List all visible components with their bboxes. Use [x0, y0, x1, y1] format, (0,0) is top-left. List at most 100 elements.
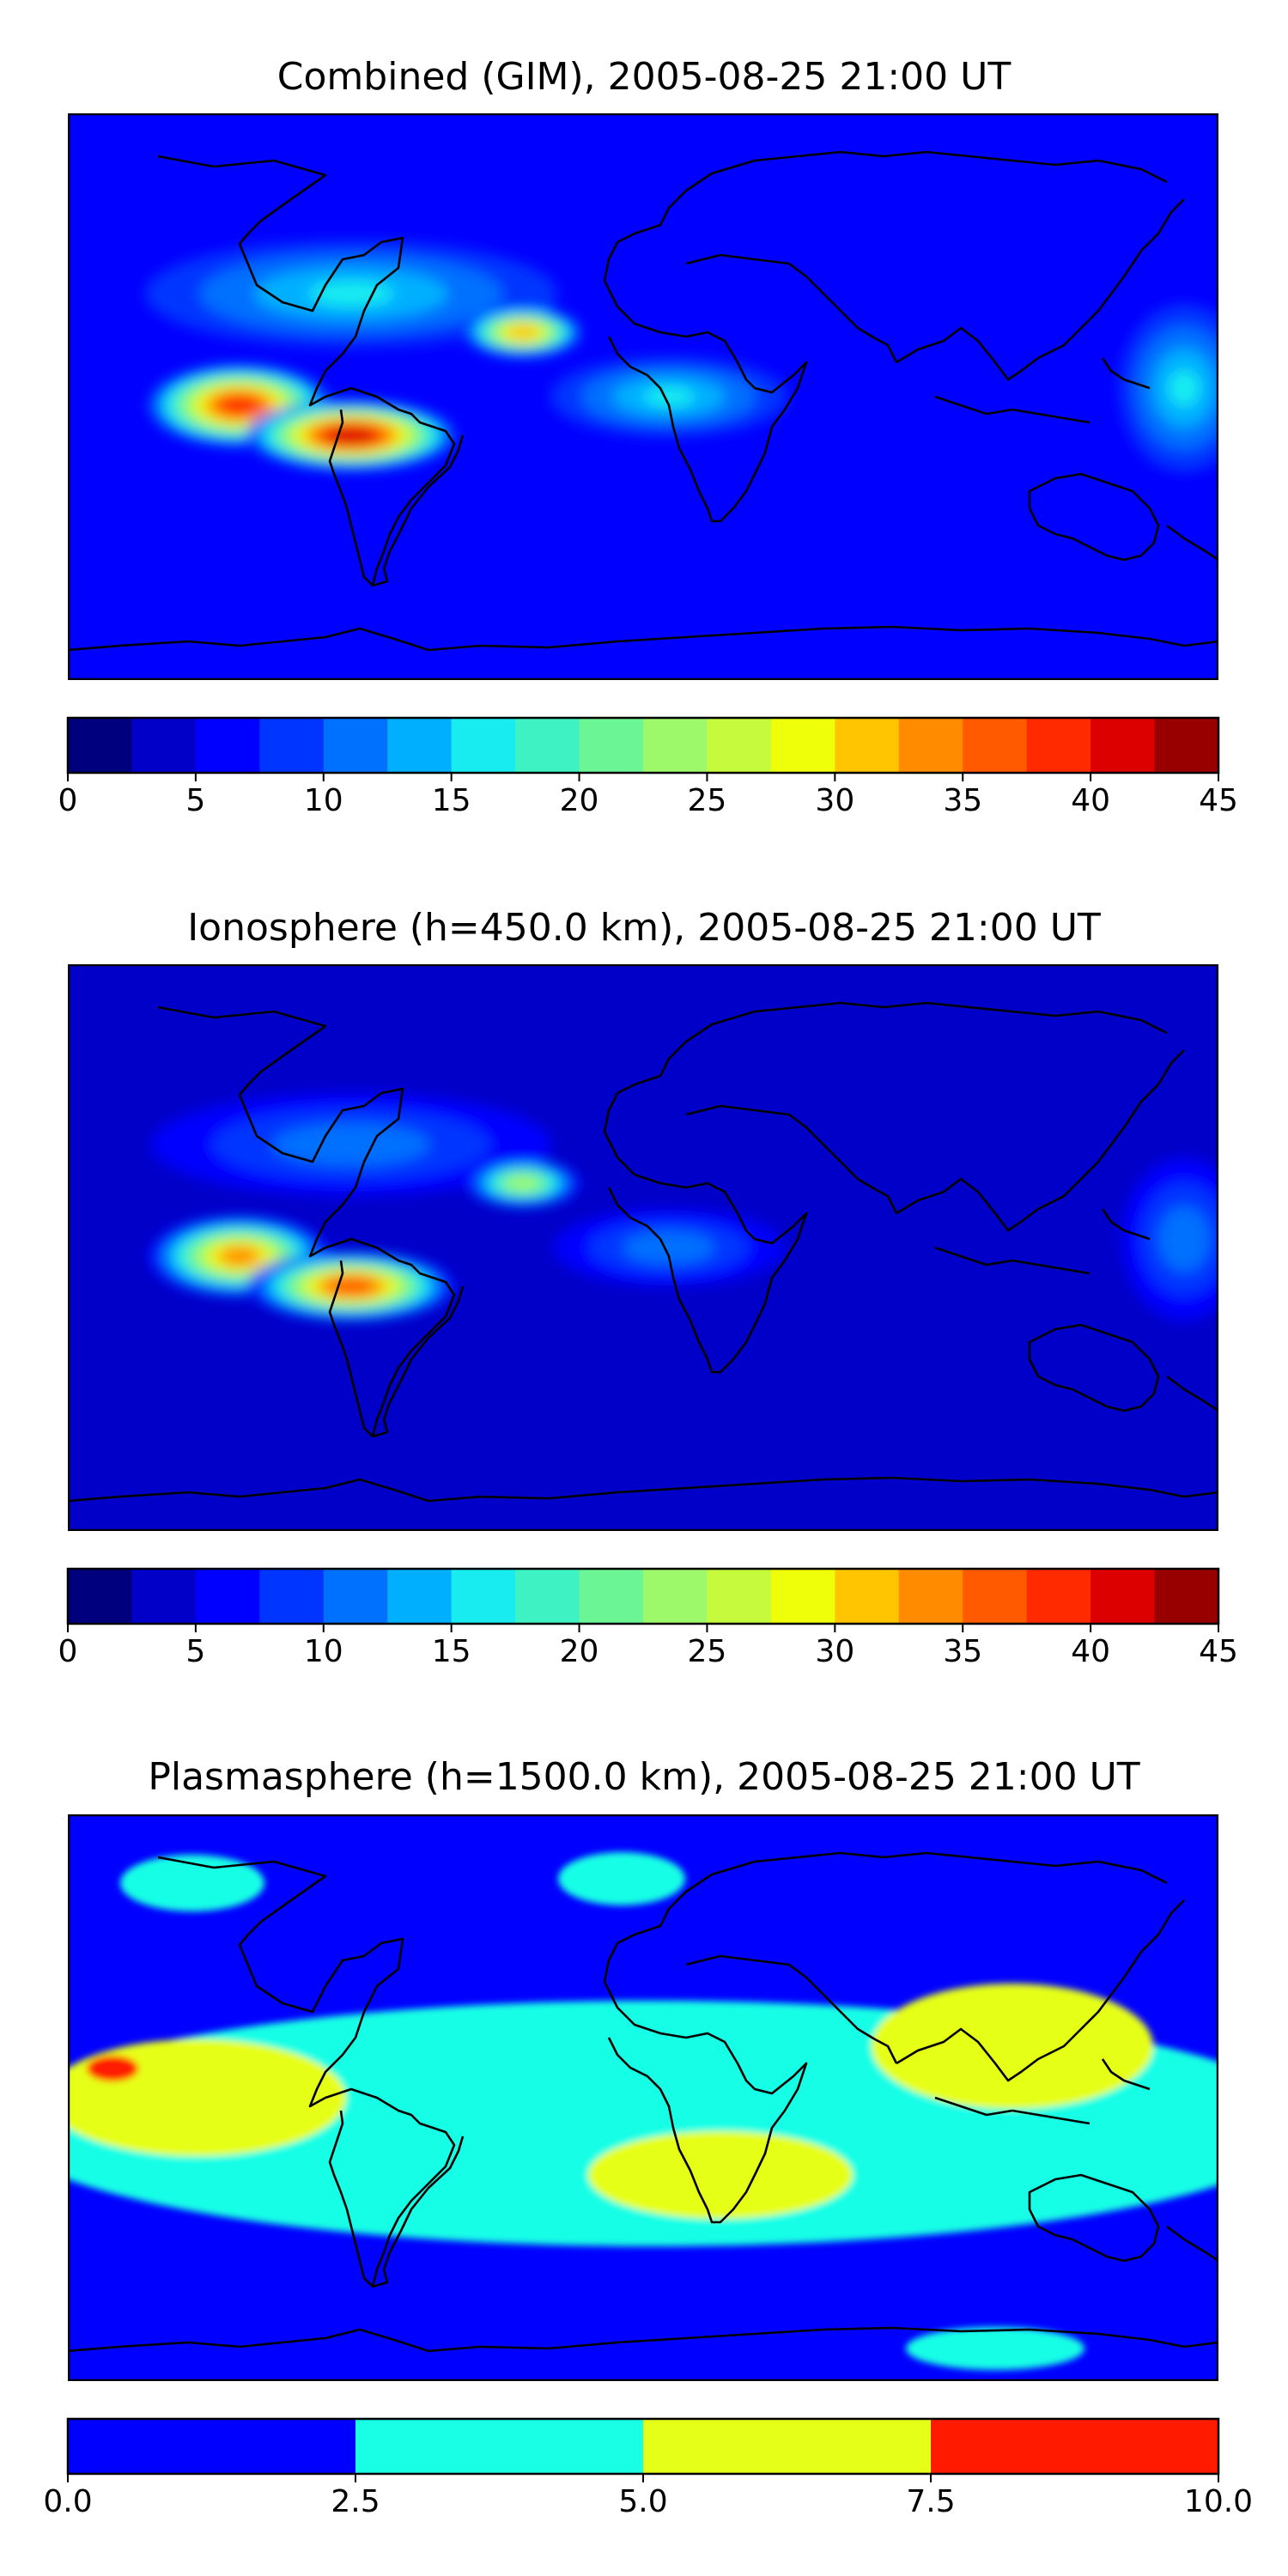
colorbar-tick-label: 40 [1071, 1634, 1110, 1669]
colorbar-swatch [515, 1569, 580, 1624]
coastline [896, 1049, 1185, 1232]
colorbar-swatch [515, 718, 580, 773]
colorbar-tick-label: 0.0 [43, 2484, 92, 2519]
colorbar-tick-label: 5 [185, 1634, 205, 1669]
colorbar-ionosphere: 0 5 10 15 20 25 30 35 40 45 [58, 1567, 1238, 1669]
contour-asia-west-pacific [872, 1984, 1153, 2109]
colorbar-tick-label: 15 [432, 783, 471, 818]
contour-caribbean-atlantic-crest [507, 325, 539, 340]
coastline [685, 1104, 898, 1214]
colorbar-swatch [387, 1569, 453, 1624]
colorbar-tick-label: 2.5 [331, 2484, 380, 2519]
colorbar-swatch [1026, 718, 1091, 773]
map-frame [68, 1814, 1218, 2381]
coastline [896, 1899, 1185, 2082]
colorbar-swatch [195, 718, 260, 773]
coastline [934, 2096, 1091, 2125]
coastlines [68, 1001, 1218, 1503]
colorbar-tick-label: 20 [560, 1634, 599, 1669]
coastline [1166, 1375, 1218, 1413]
colorbar-swatch [1154, 718, 1219, 773]
colorbar-swatch [579, 1569, 644, 1624]
colorbar-swatch [898, 1569, 963, 1624]
colorbar-swatch [1026, 1569, 1091, 1624]
coastline [1101, 2058, 1151, 2091]
coastline [617, 1001, 1168, 1095]
colorbar-swatch [1154, 1569, 1219, 1624]
contour-north-pacific-patch [120, 1855, 264, 1911]
colorbar-tick-label: 40 [1071, 783, 1110, 818]
colorbar-tick-label: 25 [688, 783, 727, 818]
colorbar-swatch [931, 2419, 1219, 2474]
colorbar-swatch [643, 718, 708, 773]
colorbar-plasmasphere: 0.0 2.5 5.0 7.5 10.0 [43, 2417, 1253, 2519]
colorbar-combined: 0 5 10 15 20 25 30 35 40 45 [58, 716, 1238, 818]
map-frame [68, 964, 1218, 1531]
colorbar-swatch [898, 718, 963, 773]
coastline [685, 1954, 898, 2064]
coastline [603, 1092, 808, 1374]
map-combined-gim [68, 113, 1218, 680]
colorbar-tick-label: 0 [58, 783, 78, 818]
map-plasmasphere [68, 1814, 1218, 2381]
coastline [617, 150, 1168, 244]
colorbar-tick-label: 0 [58, 1634, 78, 1669]
contour-antarctic-patch [906, 2327, 1084, 2370]
coastline [328, 409, 374, 586]
colorbar-swatch [195, 1569, 260, 1624]
coastline [1101, 1208, 1151, 1241]
colorbar-tick-label: 7.5 [906, 2484, 955, 2519]
coastline [934, 395, 1091, 424]
contour-central-pacific-spot [87, 2056, 138, 2081]
colorbar-swatch [387, 718, 453, 773]
coastline [934, 1246, 1091, 1275]
contour-equatorial-africa [623, 1230, 715, 1265]
colorbar-tick-label: 15 [432, 1634, 471, 1669]
contour-western-pacific-asia [1157, 1206, 1211, 1272]
colorbar-swatch [323, 718, 388, 773]
coastline [68, 625, 1218, 652]
colorbar-tick-label: 35 [943, 783, 982, 818]
colorbar-swatch [963, 718, 1028, 773]
contour-south-america-equatorial-anomaly-peak [327, 1277, 375, 1296]
colorbar-swatch [770, 718, 835, 773]
contour-central-pacific-crest [222, 1247, 258, 1266]
coastline [1166, 2225, 1218, 2263]
colorbar-tick-label: 25 [688, 1634, 727, 1669]
contour-western-pacific-asia [1169, 370, 1200, 406]
coastline [157, 1005, 465, 1438]
colorbar-tick-label: 35 [943, 1634, 982, 1669]
colorbar-swatch [68, 718, 133, 773]
contour-south-america-equatorial-anomaly-peak [326, 426, 376, 445]
panel-title-combined: Combined (GIM), 2005-08-25 21:00 UT [276, 55, 1012, 99]
colorbar-tick-label: 5 [185, 783, 205, 818]
colorbar-swatch [770, 1569, 835, 1624]
coastline [1028, 472, 1160, 562]
colorbar-swatch [643, 1569, 708, 1624]
colorbar-swatch [1091, 1569, 1156, 1624]
colorbar-swatch [707, 718, 772, 773]
contour-south-atlantic-africa [588, 2131, 853, 2219]
map-frame [68, 113, 1218, 680]
colorbar-tick-label: 45 [1199, 1634, 1238, 1669]
colorbar-frame [66, 716, 1220, 775]
contour-north-america-band [309, 281, 393, 307]
coastline [68, 1476, 1218, 1503]
colorbar-swatch [963, 1569, 1028, 1624]
coastline [1166, 524, 1218, 562]
coastline [896, 198, 1185, 381]
colorbar-swatch [131, 718, 197, 773]
colorbar-swatch [451, 718, 516, 773]
contour-caribbean-atlantic-crest [506, 1175, 540, 1192]
coastline [157, 155, 465, 587]
coastline [68, 2326, 1218, 2353]
colorbar-swatch [1091, 718, 1156, 773]
colorbar-swatch [355, 2419, 644, 2474]
colorbar-frame [66, 1567, 1220, 1625]
coastline [1101, 357, 1151, 390]
colorbar-swatch [451, 1569, 516, 1624]
colorbar-tick-label: 45 [1199, 783, 1238, 818]
coastline [1028, 1323, 1160, 1413]
coastlines [68, 1851, 1218, 2353]
coastline [328, 2110, 374, 2287]
